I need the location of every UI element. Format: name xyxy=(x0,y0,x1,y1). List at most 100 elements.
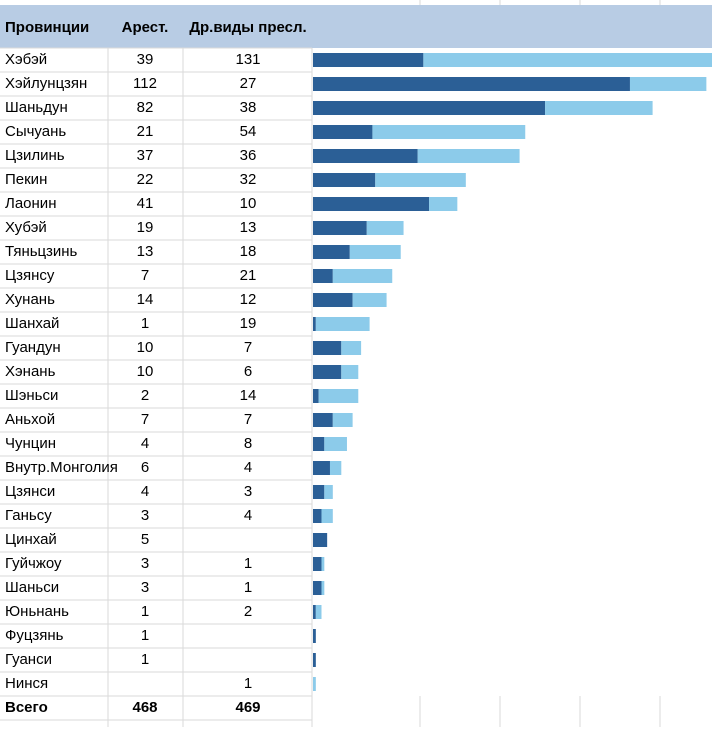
province-name: Цзянсу xyxy=(5,267,55,284)
bar-segment xyxy=(313,485,325,499)
bar-segment xyxy=(341,341,362,355)
table-text: Провинции Арест. Др.виды пресл.Хэбэй 39 131Х… xyxy=(5,19,307,716)
cell-value: 1 xyxy=(244,675,252,692)
bar-segment xyxy=(321,509,333,523)
province-name: Фуцзянь xyxy=(5,627,64,644)
province-name: Внутр.Монголия xyxy=(5,459,118,476)
province-name: Шаньдун xyxy=(5,99,68,116)
province-name: Хэнань xyxy=(5,363,56,380)
province-name: Хэйлунцзян xyxy=(5,75,87,92)
bar-segment xyxy=(313,245,350,259)
cell-value: 10 xyxy=(137,339,154,356)
province-name: Хунань xyxy=(5,291,55,308)
cell-value: 1 xyxy=(141,603,149,620)
cell-value: 6 xyxy=(141,459,149,476)
province-name: Цинхай xyxy=(5,531,57,548)
cell-value: 38 xyxy=(240,99,257,116)
bar-segment xyxy=(321,557,325,571)
bar-segment xyxy=(366,221,404,235)
cell-value: 4 xyxy=(244,507,252,524)
cell-value: 5 xyxy=(141,531,149,548)
column-header: Арест. xyxy=(122,19,169,36)
cell-value: 54 xyxy=(240,123,257,140)
bar-segment xyxy=(313,605,316,619)
province-name: Лаонин xyxy=(5,195,56,212)
bar-segment xyxy=(313,101,546,115)
bar-segment xyxy=(313,221,367,235)
bar-segment xyxy=(324,485,333,499)
cell-value: 3 xyxy=(141,579,149,596)
cell-value: 82 xyxy=(137,99,154,116)
bar-segment xyxy=(313,389,319,403)
bar-segment xyxy=(313,53,424,67)
bar-segment xyxy=(313,125,373,139)
province-name: Цзилинь xyxy=(5,147,65,164)
cell-value: 3 xyxy=(141,507,149,524)
total-cell: Всего xyxy=(5,699,48,716)
bar-segment xyxy=(313,365,342,379)
bar-segment xyxy=(313,509,322,523)
cell-value: 41 xyxy=(137,195,154,212)
cell-value: 4 xyxy=(244,459,252,476)
cell-value: 10 xyxy=(137,363,154,380)
cell-value: 4 xyxy=(141,483,149,500)
bar-segment xyxy=(332,269,393,283)
bar-segment xyxy=(313,461,330,475)
bar-segment xyxy=(429,197,458,211)
cell-value: 36 xyxy=(240,147,257,164)
bar-segment xyxy=(332,413,353,427)
province-name: Шанхай xyxy=(5,315,59,332)
bar-segment xyxy=(423,53,712,67)
province-name: Гуйчжоу xyxy=(5,555,62,572)
cell-value: 19 xyxy=(137,219,154,236)
cell-value: 1 xyxy=(244,579,252,596)
cell-value: 4 xyxy=(141,435,149,452)
bar-segment xyxy=(313,269,333,283)
cell-value: 1 xyxy=(141,651,149,668)
bar-segment xyxy=(313,341,342,355)
province-name: Пекин xyxy=(5,171,47,188)
bar-segment xyxy=(313,77,630,91)
bar-segment xyxy=(313,437,325,451)
province-name: Тяньцзинь xyxy=(5,243,78,260)
province-name: Шаньси xyxy=(5,579,59,596)
cell-grid xyxy=(0,0,661,727)
cell-value: 6 xyxy=(244,363,252,380)
province-name: Сычуань xyxy=(5,123,66,140)
province-name: Цзянси xyxy=(5,483,55,500)
cell-value: 7 xyxy=(244,339,252,356)
cell-value: 22 xyxy=(137,171,154,188)
bar-segment xyxy=(375,173,466,187)
cell-value: 7 xyxy=(141,267,149,284)
bar-segment xyxy=(417,149,520,163)
column-header: Провинции xyxy=(5,19,89,36)
bar-segment xyxy=(313,197,430,211)
bar-segment xyxy=(341,365,359,379)
bar-segment xyxy=(321,581,325,595)
cell-value: 131 xyxy=(235,51,260,68)
province-name: Чунцин xyxy=(5,435,56,452)
cell-value: 19 xyxy=(240,315,257,332)
cell-value: 14 xyxy=(137,291,154,308)
cell-value: 3 xyxy=(244,483,252,500)
province-name: Юньнань xyxy=(5,603,69,620)
cell-value: 2 xyxy=(141,387,149,404)
cell-value: 1 xyxy=(141,627,149,644)
bar-segment xyxy=(372,125,526,139)
cell-value: 18 xyxy=(240,243,257,260)
bar-segment xyxy=(313,317,316,331)
cell-value: 3 xyxy=(141,555,149,572)
cell-value: 13 xyxy=(240,219,257,236)
bar-segment xyxy=(313,581,322,595)
province-name: Аньхой xyxy=(5,411,55,428)
cell-value: 8 xyxy=(244,435,252,452)
bar-segment xyxy=(313,149,418,163)
cell-value: 1 xyxy=(244,555,252,572)
cell-value: 13 xyxy=(137,243,154,260)
cell-value: 27 xyxy=(240,75,257,92)
total-cell: 468 xyxy=(132,699,157,716)
cell-value: 37 xyxy=(137,147,154,164)
bar-chart xyxy=(313,53,712,691)
